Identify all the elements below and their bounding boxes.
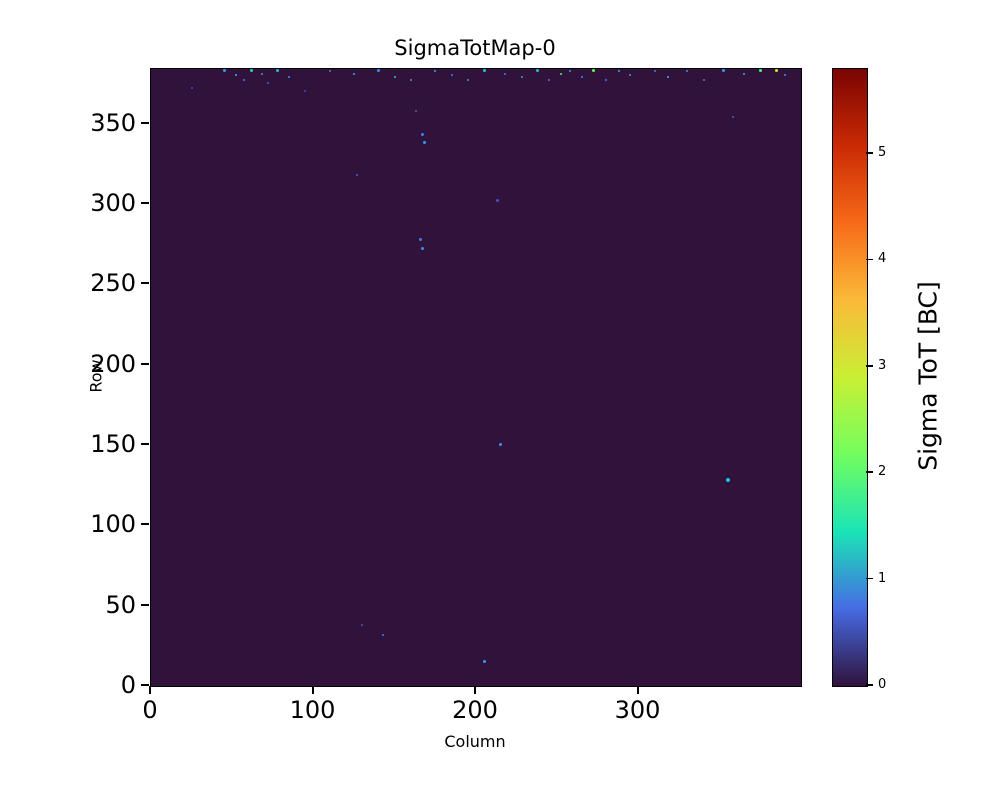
heatmap-point	[775, 69, 779, 73]
heatmap-point	[288, 76, 291, 79]
x-tickmark	[149, 686, 151, 694]
colorbar-ticklabel: 4	[878, 251, 887, 267]
heatmap-point	[731, 116, 734, 119]
y-ticklabel: 100	[90, 510, 136, 539]
colorbar-ticklabel: 3	[878, 357, 887, 373]
heatmap-point	[450, 74, 453, 77]
colorbar-ticklabel: 5	[878, 145, 887, 161]
heatmap-point	[393, 76, 396, 79]
colorbar-tickmark	[866, 258, 873, 261]
heatmap-point	[267, 82, 269, 85]
heatmap-point	[559, 72, 562, 75]
plot-title: SigmaTotMap-0	[394, 36, 556, 60]
y-tickmark	[141, 603, 149, 606]
y-ticklabel: 200	[90, 349, 136, 378]
heatmap-point	[618, 69, 620, 72]
y-ticklabel: 50	[105, 590, 136, 619]
heatmap-point	[276, 69, 280, 73]
heatmap-point	[580, 76, 583, 79]
x-axis-label: Column	[444, 732, 506, 751]
colorbar-ticklabel: 2	[878, 464, 887, 480]
x-ticklabel: 100	[289, 696, 336, 724]
colorbar-tickmark	[866, 365, 873, 367]
heatmap-point	[591, 69, 595, 73]
colorbar-tickmark	[866, 684, 873, 686]
heatmap-point	[190, 87, 193, 90]
colorbar-ticklabel: 1	[878, 570, 887, 586]
heatmap-point	[482, 69, 486, 73]
heatmap-point	[382, 633, 385, 636]
heatmap-point	[419, 237, 423, 241]
colorbar-label: Sigma ToT [BC]	[913, 281, 943, 471]
heatmap-point	[743, 72, 746, 75]
y-ticklabel: 300	[90, 188, 136, 217]
y-tickmark	[141, 523, 149, 526]
heatmap-point	[653, 69, 656, 72]
heatmap-point	[328, 69, 331, 72]
heatmap-point	[353, 72, 356, 75]
x-ticklabel: 300	[614, 696, 661, 724]
heatmap-point	[629, 74, 632, 77]
colorbar-tickmark	[866, 471, 873, 473]
heatmap-point	[482, 660, 486, 664]
heatmap-point	[758, 69, 762, 73]
heatmap-point	[250, 69, 254, 73]
heatmap-point	[420, 247, 424, 251]
heatmap-point	[361, 623, 364, 626]
colorbar-tickmark	[866, 577, 873, 580]
heatmap-point	[422, 141, 426, 145]
heatmap-point	[410, 79, 412, 82]
heatmap-point	[260, 72, 263, 75]
y-ticklabel: 150	[90, 429, 136, 458]
y-axis-label: Row	[86, 359, 106, 393]
heatmap-point	[686, 69, 689, 72]
heatmap-point	[605, 79, 607, 82]
heatmap-point	[783, 74, 786, 77]
heatmap-plot-area	[150, 68, 802, 687]
colorbar-tickmark	[866, 152, 873, 154]
x-ticklabel: 0	[142, 696, 158, 724]
y-tickmark	[141, 442, 149, 445]
heatmap-point	[420, 133, 424, 137]
y-tickmark	[141, 121, 149, 124]
heatmap-point	[666, 76, 669, 79]
colorbar	[832, 68, 868, 687]
colorbar-ticklabel: 0	[878, 677, 887, 692]
heatmap-point	[548, 79, 551, 82]
heatmap-point	[304, 90, 307, 93]
y-tickmark	[141, 201, 149, 204]
heatmap-point	[536, 69, 540, 73]
heatmap-point	[569, 69, 572, 72]
heatmap-point	[434, 69, 437, 72]
heatmap-point	[495, 199, 499, 203]
heatmap-point	[242, 79, 245, 82]
y-ticklabel: 0	[120, 671, 136, 699]
x-tickmark	[311, 686, 314, 694]
heatmap-point	[377, 69, 380, 73]
heatmap-point	[702, 79, 705, 82]
y-tickmark	[141, 282, 149, 285]
x-tickmark	[474, 686, 476, 694]
y-ticklabel: 350	[90, 108, 136, 137]
heatmap-point	[721, 69, 725, 73]
x-ticklabel: 200	[452, 696, 498, 724]
heatmap-point	[222, 69, 226, 73]
y-tickmark	[141, 362, 149, 365]
heatmap-point	[725, 478, 730, 483]
heatmap-point	[498, 443, 502, 447]
heatmap-point	[520, 76, 523, 79]
heatmap-point	[414, 109, 417, 112]
heatmap-point	[234, 74, 237, 77]
heatmap-point	[466, 79, 469, 82]
heatmap-point	[504, 72, 507, 75]
y-tickmark	[141, 684, 149, 686]
x-tickmark	[636, 686, 639, 694]
y-ticklabel: 250	[90, 269, 136, 298]
heatmap-point	[356, 174, 359, 177]
